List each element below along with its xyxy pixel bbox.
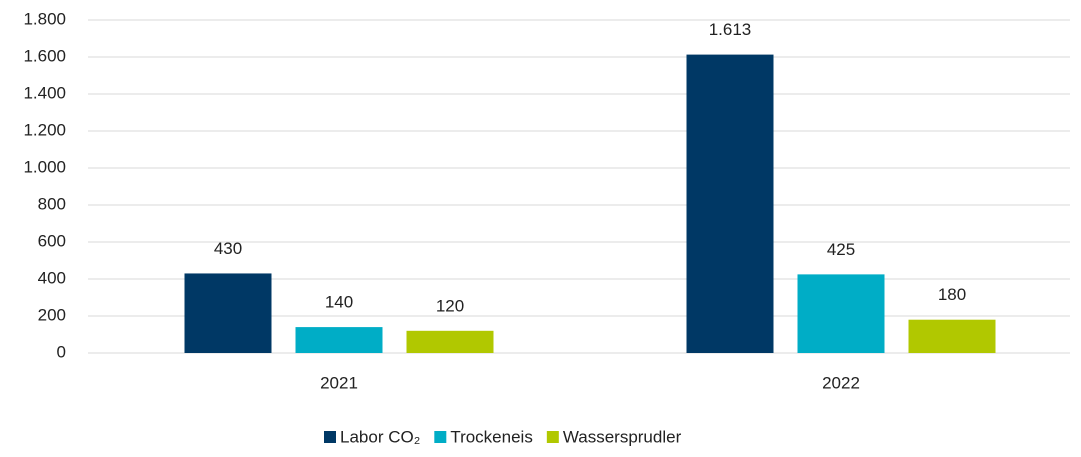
x-tick-label: 2022 bbox=[822, 373, 860, 392]
y-tick-label: 800 bbox=[38, 194, 66, 213]
legend-label: Wassersprudler bbox=[563, 427, 682, 446]
bar bbox=[406, 330, 494, 353]
bar bbox=[686, 54, 774, 353]
y-tick-label: 1.000 bbox=[23, 157, 66, 176]
y-tick-label: 1.600 bbox=[23, 46, 66, 65]
y-tick-label: 1.400 bbox=[23, 83, 66, 102]
bar bbox=[908, 319, 996, 353]
legend-label: Labor CO₂ bbox=[340, 427, 420, 446]
y-tick-label: 1.800 bbox=[23, 9, 66, 28]
y-tick-label: 600 bbox=[38, 231, 66, 250]
legend-swatch bbox=[546, 431, 559, 443]
data-label: 140 bbox=[325, 293, 353, 312]
legend-swatch bbox=[434, 431, 447, 443]
data-label: 120 bbox=[436, 296, 464, 315]
y-tick-label: 0 bbox=[57, 342, 66, 361]
y-tick-label: 1.200 bbox=[23, 120, 66, 139]
data-label: 430 bbox=[214, 239, 242, 258]
y-tick-label: 200 bbox=[38, 305, 66, 324]
data-label: 180 bbox=[938, 285, 966, 304]
x-tick-label: 2021 bbox=[320, 373, 358, 392]
bar bbox=[797, 274, 885, 353]
bar bbox=[295, 327, 383, 353]
y-tick-label: 400 bbox=[38, 268, 66, 287]
bar bbox=[184, 273, 272, 353]
data-label: 425 bbox=[827, 240, 855, 259]
legend-label: Trockeneis bbox=[450, 427, 533, 446]
data-label: 1.613 bbox=[709, 20, 752, 39]
legend-swatch bbox=[324, 431, 336, 443]
